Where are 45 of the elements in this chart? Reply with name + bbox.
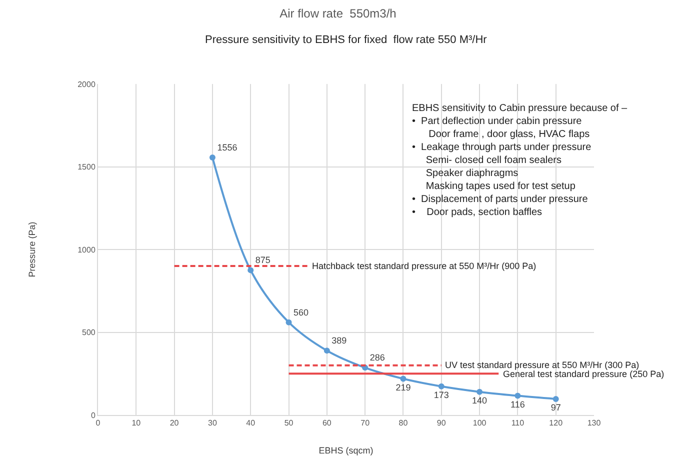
data-label: 875 [255,255,270,266]
x-tick-label: 90 [436,418,446,428]
x-tick-label: 10 [132,418,142,428]
data-label: 140 [472,395,488,406]
point [286,319,292,326]
y-tick-label: 0 [90,410,96,420]
point [400,376,406,382]
x-tick-label: 30 [208,418,218,428]
data-label: 116 [510,399,525,410]
chart-title: Air flow rate 550m3/h [280,6,396,21]
series-label: Hatchback test standard pressure at 550 M³/Hr (900 Pa) [312,261,536,271]
data-label: 97 [550,402,561,412]
text: EBHS sensitivity to Cabin pressure because of – • Part deflection under cabin pressure Door frame , door glass, HVAC flaps • Leakage through parts under pressure Semi- closed cell foam sealers Speaker diaphragms Masking tapes used for test setup • Displacement of parts under pressure • Door pads, section baffles [412,103,628,218]
point [324,348,330,354]
data-label: 173 [434,390,449,400]
point [476,388,483,395]
point [552,396,559,402]
series-label: General test standard pressure (250 Pa) [503,369,664,379]
x-tick-label: 60 [322,418,332,428]
x-tick-label: 20 [170,418,180,428]
x-tick-label: 40 [246,418,256,428]
chart-subtitle: Pressure sensitivity to EBHS for fixed flow rate 550 M³/Hr [205,34,488,46]
data-label: 389 [332,336,347,346]
x-tick-label: 50 [284,418,294,428]
x-axis-title: EBHS (sqcm) [318,445,374,456]
x-tick-label: 80 [398,418,408,428]
y-axis-title: Pressure (Pa) [26,222,37,278]
y-tick-label: 2000 [78,80,96,89]
x-tick-label: 130 [587,418,602,428]
data-label: 219 [396,382,411,392]
point [248,267,254,274]
series-label: UV test standard pressure at 550 M³/Hr (300 Pa) [445,360,640,370]
x-tick-label: 120 [549,418,564,428]
data-label: 560 [294,307,309,318]
y-tick-label: 1500 [78,162,96,172]
point [209,154,216,160]
point [438,383,444,390]
point [514,392,521,399]
y-tick-label: 500 [82,328,96,338]
data-label: 1556 [217,142,238,152]
x-tick-label: 70 [360,418,370,428]
x-tick-label: 100 [472,418,487,428]
y-tick-label: 1000 [78,245,96,254]
data-label: 286 [370,352,385,363]
x-tick-label: 110 [511,418,525,428]
